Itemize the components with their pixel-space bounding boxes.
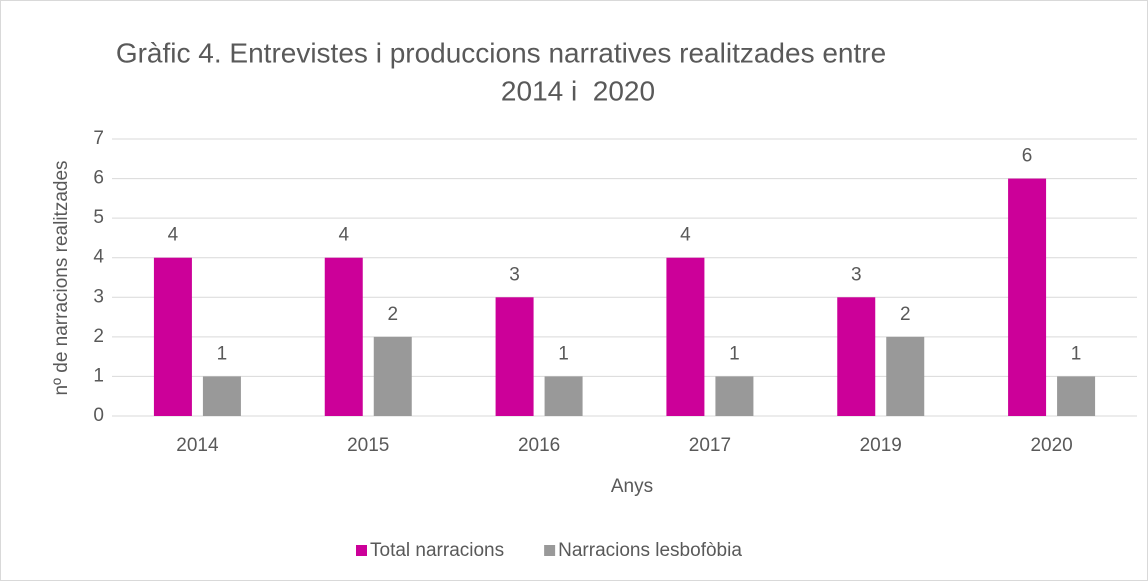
data-label: 1 [217,343,228,364]
legend-label: Total narracions [370,540,504,561]
y-tick-label: 3 [93,286,104,307]
bar [373,336,412,416]
bar [1008,178,1047,416]
legend-swatch [544,545,556,556]
legend-swatch [356,545,367,556]
y-tick-label: 1 [93,365,104,386]
y-tick-label: 2 [93,326,104,347]
x-tick-label: 2020 [1030,435,1072,456]
data-label: 2 [900,304,911,325]
data-label: 1 [558,343,569,364]
y-tick-label: 6 [93,168,104,189]
y-axis-label: nº de narracions realitzades [51,160,72,395]
x-tick-label: 2019 [860,435,902,456]
data-label: 1 [729,343,740,364]
legend-label: Narracions lesbofòbia [558,540,742,561]
x-tick-label: 2014 [176,435,219,456]
bar [715,376,754,416]
x-tick-label: 2017 [689,435,731,456]
data-label: 3 [851,264,862,285]
bar [837,297,876,416]
y-tick-label: 0 [93,405,104,426]
data-label: 6 [1022,146,1033,167]
bar [1057,376,1096,416]
y-tick-label: 4 [93,247,104,268]
x-axis-label: Anys [611,476,653,497]
bar [886,336,925,416]
x-tick-label: 2016 [518,435,560,456]
data-label: 3 [509,264,520,285]
bar [153,257,192,416]
data-label: 4 [338,225,349,246]
data-label: 4 [680,225,691,246]
bar [666,257,705,416]
chart-title: Gràfic 4. Entrevistes i produccions narr… [116,37,886,68]
x-tick-label: 2015 [347,435,389,456]
bar [324,257,363,416]
bar [495,297,534,416]
data-label: 2 [387,304,398,325]
data-label: 1 [1071,343,1082,364]
bar [544,376,583,416]
y-tick-label: 7 [93,128,104,149]
data-label: 4 [168,225,179,246]
chart-title: 2014 i 2020 [501,75,655,106]
y-tick-label: 5 [93,207,104,228]
bar [202,376,241,416]
